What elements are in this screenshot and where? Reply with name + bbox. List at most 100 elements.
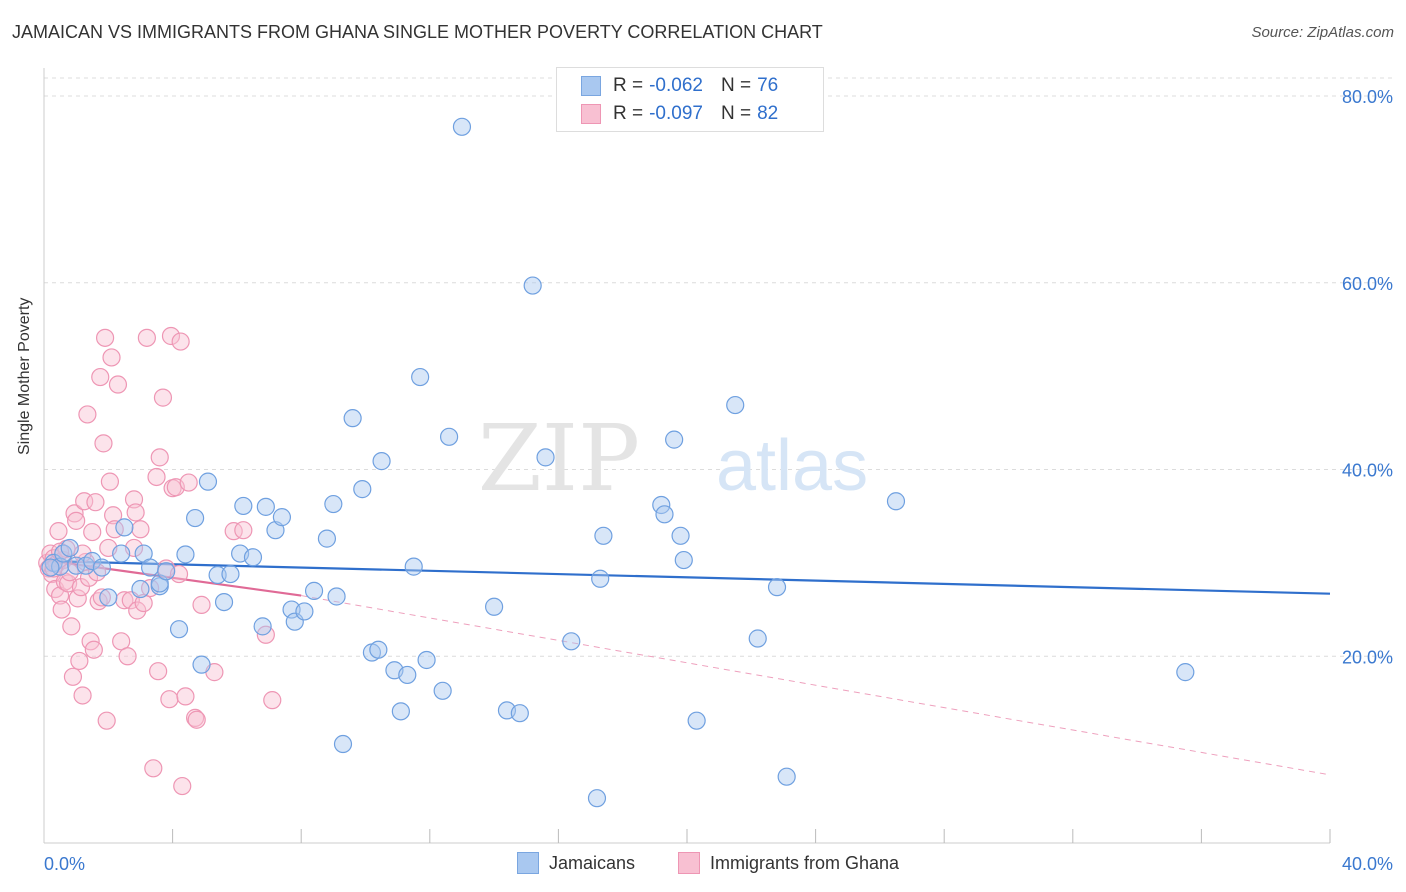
point-ghana — [137, 328, 156, 347]
y-tick-label: 20.0% — [1342, 647, 1393, 667]
point-ghana — [102, 348, 121, 367]
legend-swatch-ghana — [678, 852, 700, 874]
point-ghana — [67, 511, 86, 530]
point-ghana — [171, 332, 190, 351]
point-jamaicans — [587, 789, 607, 808]
point-ghana — [187, 710, 206, 729]
point-ghana — [131, 520, 150, 539]
point-ghana — [176, 687, 195, 706]
point-jamaicans — [41, 558, 60, 577]
point-ghana — [179, 473, 198, 492]
point-jamaicans — [99, 588, 118, 607]
chart-title: JAMAICAN VS IMMIGRANTS FROM GHANA SINGLE… — [12, 22, 823, 42]
point-jamaicans — [1176, 663, 1195, 682]
legend-n-value: 76 — [757, 75, 779, 96]
point-jamaicans — [391, 702, 410, 721]
point-jamaicans — [671, 526, 690, 545]
point-ghana — [78, 405, 97, 424]
gridlines — [44, 77, 1392, 657]
point-ghana — [150, 448, 169, 467]
point-ghana — [70, 651, 89, 671]
point-jamaicans — [594, 526, 613, 545]
point-jamaicans — [214, 592, 234, 612]
point-jamaicans — [176, 545, 195, 564]
point-jamaicans — [327, 587, 346, 606]
legend-item-jamaicans[interactable]: Jamaicans — [517, 852, 635, 874]
legend-swatch-jamaicans — [517, 852, 539, 874]
point-jamaicans — [256, 497, 275, 516]
x-tick-label: 40.0% — [1342, 854, 1393, 874]
point-jamaicans — [886, 492, 906, 511]
legend-r-label: R = — [613, 103, 644, 124]
point-ghana — [134, 593, 153, 613]
point-ghana — [224, 522, 243, 541]
point-jamaicans — [295, 602, 314, 621]
legend-label-jamaicans: Jamaicans — [549, 852, 636, 873]
point-jamaicans — [452, 117, 472, 136]
point-jamaicans — [439, 427, 459, 446]
point-ghana — [68, 589, 87, 608]
point-ghana — [65, 504, 84, 523]
point-jamaicans — [304, 581, 324, 600]
trend-line-jamaicans — [43, 559, 1331, 595]
point-ghana — [92, 588, 111, 607]
point-ghana — [108, 375, 128, 394]
legend-swatch-ghana — [581, 104, 601, 124]
point-jamaicans — [726, 395, 745, 415]
point-jamaicans — [243, 548, 263, 567]
point-ghana — [50, 542, 70, 561]
point-jamaicans — [411, 367, 430, 387]
point-ghana — [263, 691, 282, 710]
point-jamaicans — [687, 711, 706, 730]
axes — [43, 68, 1331, 844]
legend-item-ghana[interactable]: Immigrants from Ghana — [678, 852, 899, 874]
point-jamaicans — [398, 665, 417, 685]
point-ghana — [192, 595, 211, 614]
point-jamaicans — [234, 496, 253, 516]
point-ghana — [161, 326, 181, 346]
watermark: ZIP atlas — [478, 405, 868, 512]
point-ghana — [84, 640, 103, 659]
point-jamaicans — [485, 597, 504, 616]
legend-swatch-jamaicans — [581, 76, 601, 96]
point-ghana — [126, 503, 145, 522]
chart-source: Source: ZipAtlas.com — [1251, 24, 1394, 41]
point-ghana — [62, 617, 81, 636]
point-jamaicans — [186, 508, 205, 528]
point-ghana — [147, 467, 166, 487]
point-jamaicans — [317, 529, 337, 548]
trend-lines — [43, 558, 1331, 776]
point-jamaicans — [665, 430, 684, 449]
point-ghana — [160, 690, 179, 709]
series-legend: Jamaicans Immigrants from Ghana — [0, 852, 1406, 878]
point-jamaicans — [324, 494, 343, 514]
point-ghana — [91, 367, 110, 387]
point-jamaicans — [777, 767, 796, 786]
point-jamaicans — [60, 538, 79, 558]
point-ghana — [86, 493, 105, 512]
point-ghana — [112, 632, 131, 651]
point-jamaicans — [208, 565, 227, 585]
legend-n-label: N = — [720, 75, 752, 96]
y-tick-label: 60.0% — [1342, 274, 1393, 294]
point-ghana — [95, 328, 115, 347]
point-jamaicans — [748, 629, 767, 648]
legend-label-ghana: Immigrants from Ghana — [710, 852, 900, 873]
point-ghana — [234, 521, 253, 540]
point-jamaicans — [562, 632, 581, 651]
point-ghana — [153, 388, 173, 407]
legend-row-jamaicans: R = -0.062 N = 76 — [581, 74, 796, 98]
point-jamaicans — [353, 480, 372, 499]
point-jamaicans — [372, 452, 391, 471]
point-ghana — [124, 490, 144, 509]
point-ghana — [144, 759, 163, 778]
point-ghana — [94, 434, 113, 453]
point-jamaicans — [417, 650, 436, 670]
point-jamaicans — [591, 569, 610, 588]
point-jamaicans — [767, 578, 787, 597]
point-jamaicans — [343, 409, 362, 428]
point-ghana — [100, 472, 120, 491]
point-jamaicans — [510, 704, 529, 723]
point-ghana — [104, 506, 123, 525]
